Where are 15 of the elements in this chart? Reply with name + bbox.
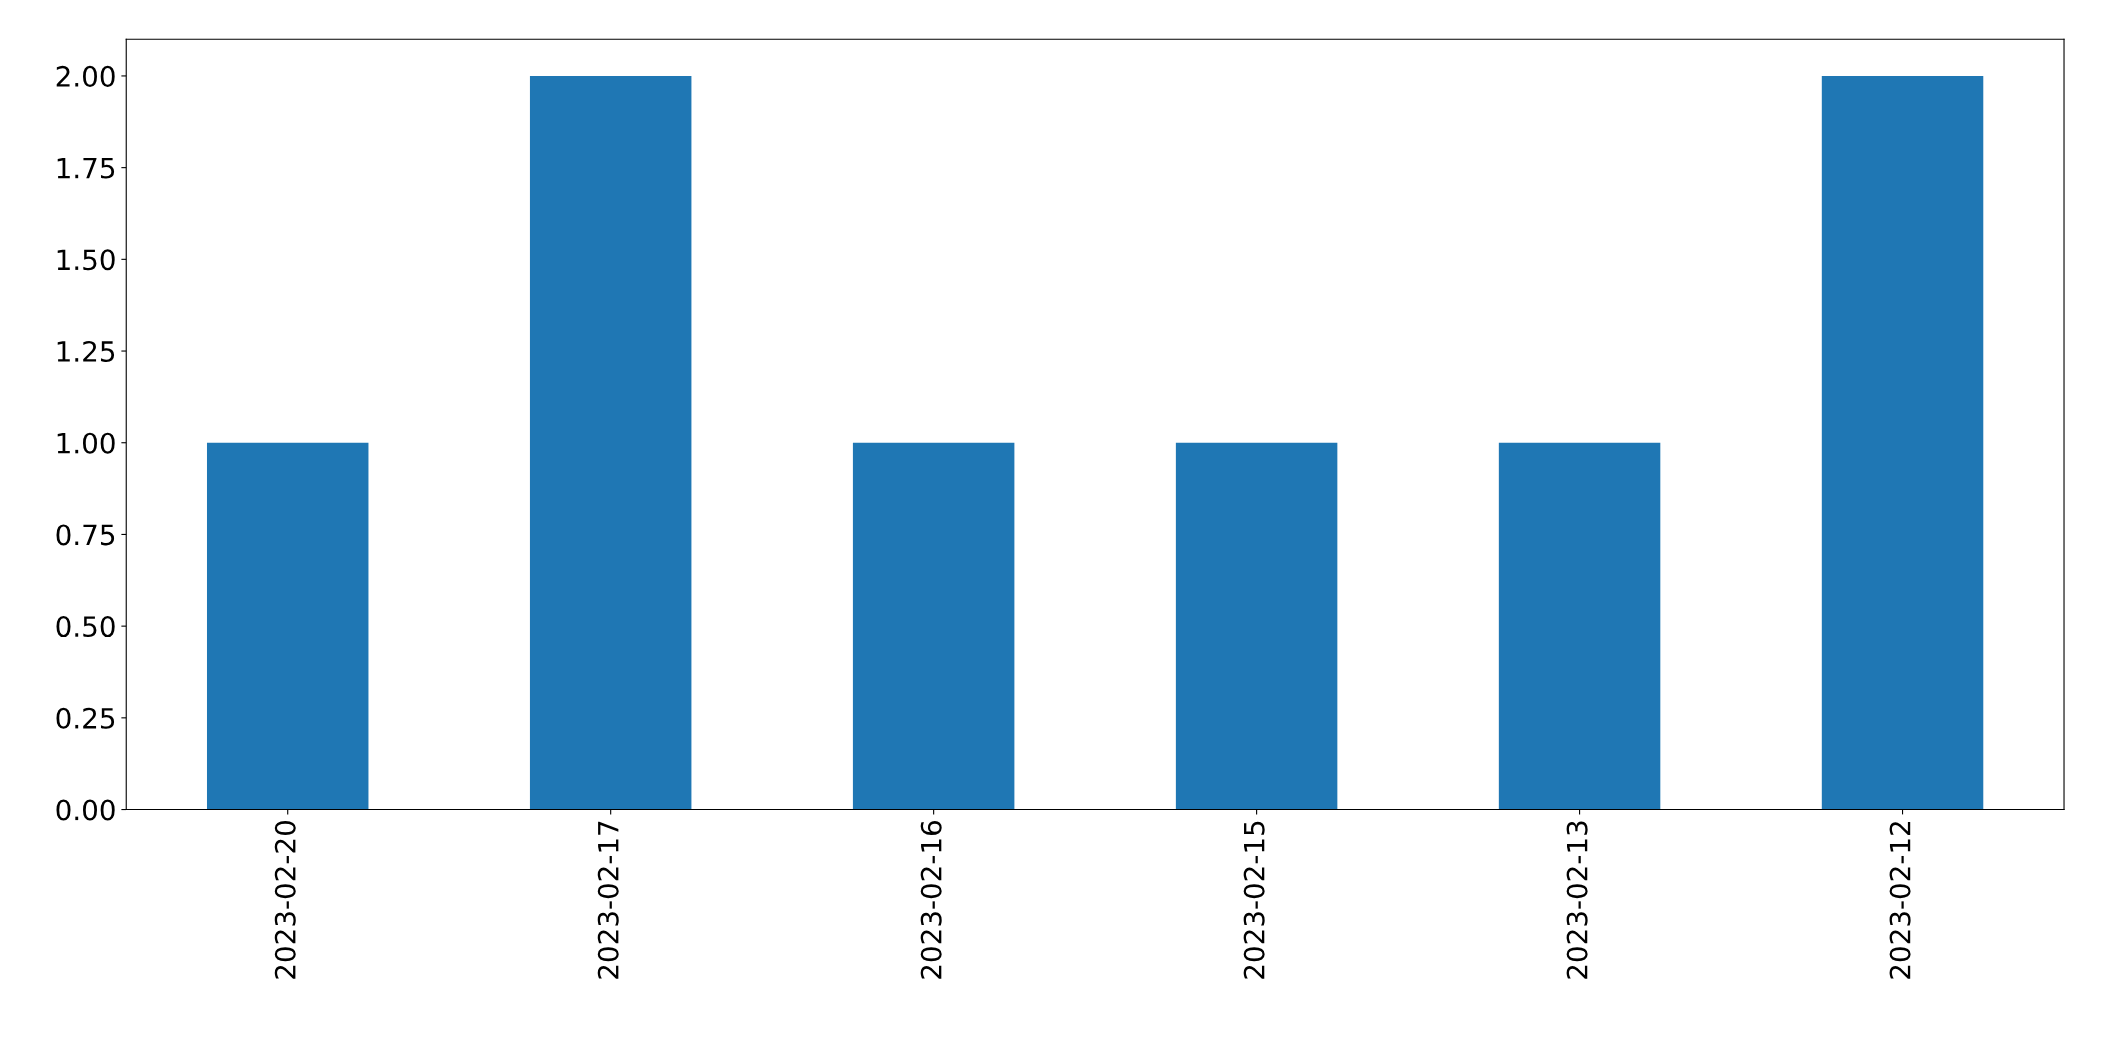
x-tick-label: 2023-02-12 <box>1889 822 1911 979</box>
x-tick-label: 2023-02-15 <box>1243 821 1265 979</box>
y-tick-label: 1.75 <box>57 157 115 179</box>
y-tick-label: 0.50 <box>56 616 115 638</box>
x-tick-label: 2023-02-20 <box>274 821 296 979</box>
x-tick-label: 2023-02-17 <box>597 821 619 979</box>
x-tick-label: 2023-02-16 <box>920 821 942 979</box>
y-tick-label: 0.25 <box>56 707 115 729</box>
y-tick-label: 0.75 <box>56 524 115 546</box>
y-tick-label: 1.25 <box>57 340 115 362</box>
y-tick-label: 2.00 <box>56 65 115 87</box>
y-tick-label: 1.50 <box>57 249 115 271</box>
y-tick-label: 0.00 <box>56 799 115 821</box>
y-tick-label: 1.00 <box>57 432 115 454</box>
x-tick-label: 2023-02-13 <box>1566 821 1588 979</box>
